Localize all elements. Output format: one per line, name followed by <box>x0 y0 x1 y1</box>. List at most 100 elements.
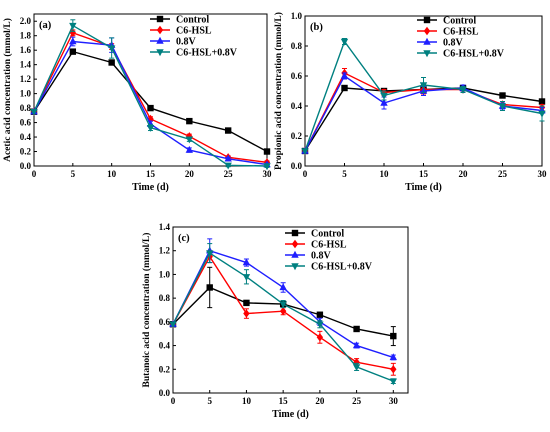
legend-swatch-marker <box>156 49 164 57</box>
x-tick-label: 15 <box>146 169 156 179</box>
legend-swatch-marker <box>156 36 164 44</box>
y-tick-label: 0.4 <box>20 132 32 142</box>
x-tick-label: 10 <box>242 396 252 406</box>
x-tick-label: 15 <box>279 396 289 406</box>
x-tick-label: 20 <box>185 169 195 179</box>
y-tick-label: 0.2 <box>159 364 171 374</box>
data-point <box>147 114 154 124</box>
x-tick-label: 25 <box>498 169 508 179</box>
chart-panel-a: 0 5 10 15 20 25 30 0.0 0.2 0.4 0.6 0.8 1.0 1.2 1.4 1.6 1… <box>2 13 273 193</box>
y-tick-label: 0.8 <box>291 41 303 51</box>
y-tick-label: 0.6 <box>291 71 303 81</box>
series-combo <box>30 19 271 171</box>
legend-label: C6-HSL+0.8V <box>176 48 238 59</box>
legend-swatch-marker <box>291 229 299 237</box>
panel-label: (b) <box>310 22 323 33</box>
legend-item: 0.8V <box>417 38 464 49</box>
data-point <box>316 333 324 342</box>
data-point <box>69 22 77 30</box>
legend-swatch-marker <box>423 26 431 36</box>
y-tick-label: 0.6 <box>20 118 32 128</box>
data-point <box>340 38 349 46</box>
x-tick-label: 10 <box>380 169 390 179</box>
data-point <box>108 59 115 66</box>
legend-label: 0.8V <box>443 38 464 49</box>
data-point <box>301 148 309 156</box>
y-tick-label: 0.0 <box>20 161 32 171</box>
data-point <box>206 250 214 258</box>
data-point <box>243 299 250 307</box>
data-point <box>499 92 506 99</box>
y-tick-label: 0.0 <box>291 161 303 171</box>
data-point <box>340 71 349 79</box>
legend-swatch-marker <box>423 16 431 24</box>
x-tick-label: 15 <box>419 169 429 179</box>
panel-label: (c) <box>178 233 190 244</box>
y-axis-label: Acetic acid concentration (mmol/L) <box>2 18 13 162</box>
legend-item: C6-HSL+0.8V <box>150 48 238 59</box>
data-point <box>206 284 213 291</box>
data-point <box>380 98 388 106</box>
x-axis-label: Time (d) <box>132 182 169 193</box>
y-axis-label: Butanoic acid concentration (mmol/L) <box>141 233 152 388</box>
legend-swatch-marker <box>423 50 431 58</box>
data-point <box>263 163 271 171</box>
x-axis-label: Time (d) <box>272 409 309 420</box>
data-point <box>224 127 232 134</box>
series-line <box>33 40 268 166</box>
data-point <box>352 364 361 372</box>
x-tick-label: 30 <box>263 169 273 179</box>
legend-item: C6-HSL <box>150 26 212 37</box>
data-point <box>279 283 287 291</box>
data-point <box>341 84 348 92</box>
y-tick-label: 1.4 <box>20 60 32 70</box>
data-point <box>390 332 397 340</box>
y-tick-label: 0.4 <box>291 101 303 111</box>
x-tick-label: 20 <box>315 396 325 406</box>
legend-item: C6-HSL+0.8V <box>285 262 373 273</box>
data-point <box>186 117 193 125</box>
chart-panel-c: 0 5 10 15 20 25 30 0.0 0.2 0.4 0.6 0.8 1.0 1.2 1.4 Time… <box>141 222 409 420</box>
data-point <box>147 104 154 112</box>
series-control <box>30 48 271 155</box>
data-point <box>538 110 546 118</box>
data-point <box>389 378 398 386</box>
y-tick-label: 1.2 <box>159 246 171 256</box>
data-point <box>243 309 250 318</box>
data-point <box>185 145 194 153</box>
x-tick-label: 5 <box>71 169 76 179</box>
legend-label: Control <box>176 15 209 26</box>
data-point <box>538 98 546 105</box>
x-tick-label: 20 <box>459 169 469 179</box>
legend-item: Control <box>285 229 344 240</box>
data-point <box>352 341 361 349</box>
x-tick-label: 5 <box>207 396 212 406</box>
data-point <box>69 28 77 38</box>
data-point <box>316 321 324 329</box>
y-tick-label: 1.6 <box>20 45 32 55</box>
y-tick-label: 0.8 <box>20 103 32 113</box>
legend-label: C6-HSL <box>443 27 479 38</box>
data-point <box>69 37 77 45</box>
y-axis-label: Propionic acid concentration (mmol/L) <box>273 12 284 170</box>
legend-label: 0.8V <box>176 37 197 48</box>
y-tick-label: 0.2 <box>20 147 32 157</box>
legend-label: C6-HSL+0.8V <box>311 262 373 273</box>
x-tick-label: 5 <box>342 169 347 179</box>
y-tick-label: 1.0 <box>20 89 32 99</box>
data-point <box>353 325 360 333</box>
data-point <box>389 353 398 361</box>
y-tick-label: 0.4 <box>159 341 171 351</box>
data-point <box>169 321 177 329</box>
legend-item: Control <box>417 16 476 27</box>
legend-label: C6-HSL <box>311 240 347 251</box>
legend-item: Control <box>150 15 209 26</box>
x-tick-label: 30 <box>389 396 399 406</box>
data-point <box>30 109 38 116</box>
legend-item: C6-HSL+0.8V <box>417 49 505 60</box>
y-tick-label: 1.0 <box>291 11 303 21</box>
x-tick-label: 25 <box>224 169 234 179</box>
y-tick-label: 1.2 <box>20 74 32 84</box>
